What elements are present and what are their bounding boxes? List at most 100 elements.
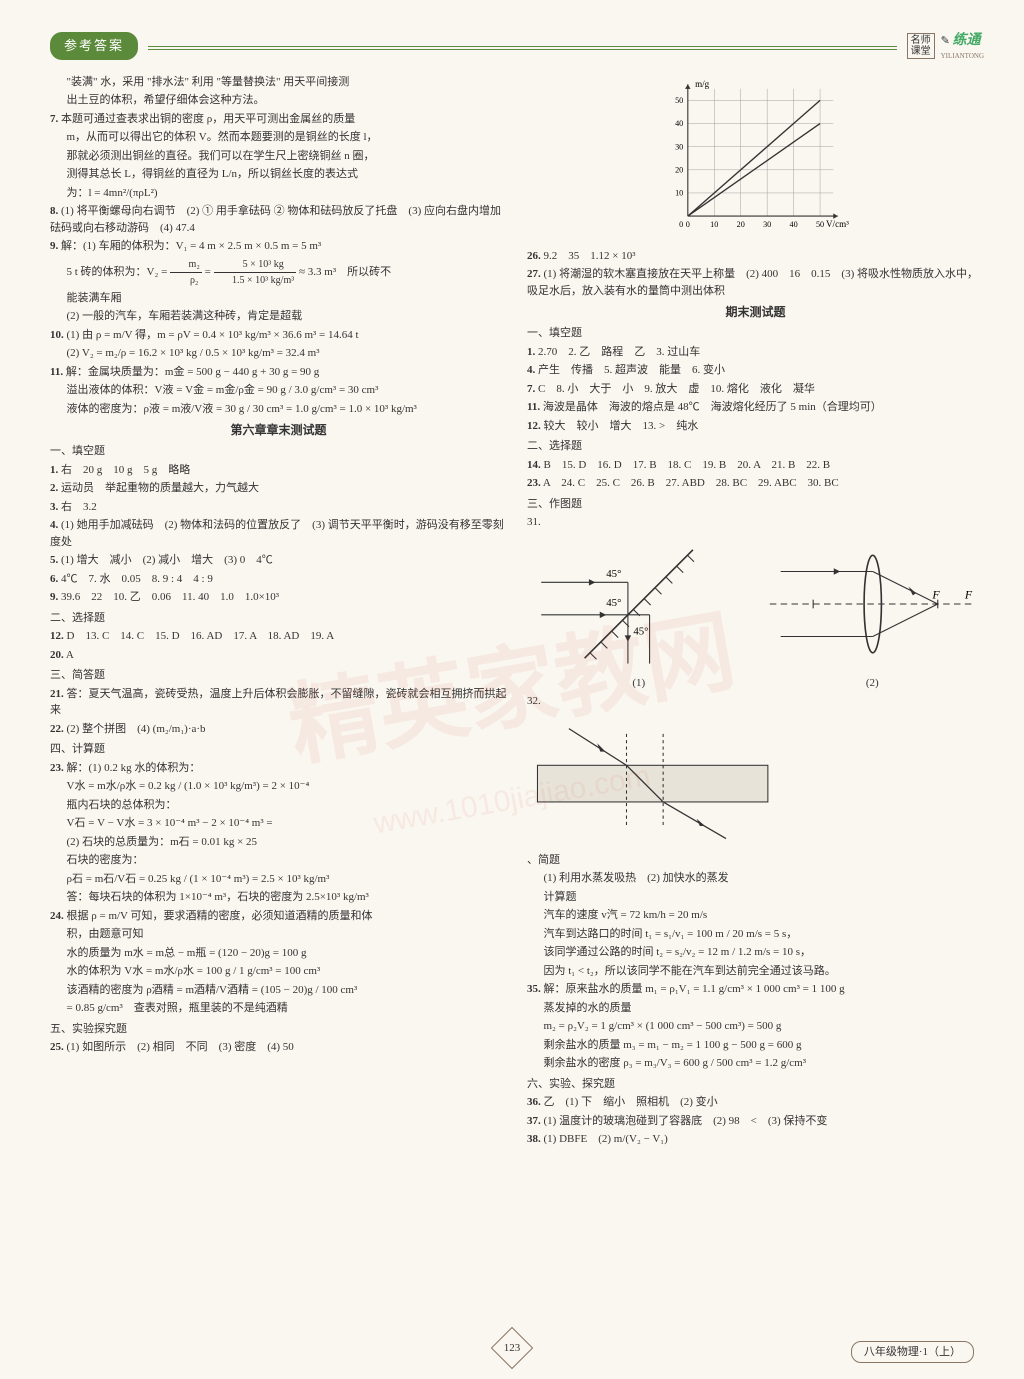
q35-l3: m₂ = ρ₂V₂ = 1 g/cm³ × (1 000 cm³ − 500 c… [527, 1018, 984, 1035]
c23-l3: 瓶内石块的总体积为： [50, 797, 507, 814]
q9-l2b: ≈ 3.3 m³ 所以砖不 [299, 266, 391, 278]
svg-text:20: 20 [736, 220, 744, 229]
logo-box: 名师 课堂 [907, 33, 935, 59]
svg-text:F: F [931, 587, 940, 601]
section-ch6: 第六章章末测试题 [50, 421, 507, 439]
page-sheet: 精英家教网 www.1010jiajiao.com 参考答案 名师 课堂 ✎ 练… [0, 0, 1024, 1379]
svg-text:F: F [963, 587, 972, 601]
right-column: 0102030405010203040500m/gV/cm³ 26. 9.2 3… [527, 72, 984, 1150]
s21: 21. 答：夏天气温高，瓷砖受热，温度上升后体积会膨胀，不留缝隙，瓷砖就会相互拥… [50, 686, 507, 719]
header: 参考答案 名师 课堂 ✎ 练通 YILIANTONG [50, 30, 984, 62]
c24-l2: 积，由题意可知 [50, 926, 507, 943]
c23-l8: 答：每块石块的体积为 1×10⁻⁴ m³，石块的密度为 2.5×10³ kg/m… [50, 889, 507, 906]
diagram-31-row: 45°45°45° (1) FF (2) [527, 533, 984, 692]
f4: 4. (1) 她用手加减砝码 (2) 物体和法码的位置放反了 (3) 调节天平平… [50, 517, 507, 550]
e38: 38. (1) DBFE (2) m/(V₂ − V₁) [527, 1131, 984, 1148]
page-number-badge: 123 [491, 1327, 533, 1369]
rf12: 12. 较大 较小 增大 13. > 纯水 [527, 418, 984, 435]
short-heading-l: 三、简答题 [50, 667, 507, 684]
d32: 32. [527, 693, 984, 710]
diag-label-1: (1) [527, 675, 751, 692]
q11: 11. 解：金属块质量为：m金 = 500 g − 440 g + 30 g =… [50, 364, 507, 381]
e36: 36. 乙 (1) 下 缩小 照相机 (2) 变小 [527, 1094, 984, 1111]
c12: 12. D 13. C 14. C 15. D 16. AD 17. A 18.… [50, 628, 507, 645]
footer-right: 八年级物理·1（上） [851, 1341, 974, 1364]
intro-l2: 出土豆的体积，希望仔细体会这种方法。 [50, 92, 507, 109]
choice-heading-r: 二、选择题 [527, 438, 984, 455]
rf4: 4. 产生 传播 5. 超声波 能量 6. 变小 [527, 362, 984, 379]
section-final: 期末测试题 [527, 303, 984, 321]
c24: 24. 根据 ρ = m/V 可知，要求酒精的密度，必须知道酒精的质量和体 [50, 908, 507, 925]
frac-2: 5 × 10³ kg1.5 × 10³ kg/m³ [214, 257, 297, 288]
q7-l5: 为：l = 4mn²/(πρL²) [50, 185, 507, 202]
diag-label-2: (2) [761, 675, 985, 692]
left-column: "装满" 水，采用 "排水法" 利用 "等量替换法" 用天平间接测 出土豆的体积… [50, 72, 507, 1150]
d31: 31. [527, 514, 984, 531]
svg-text:45°: 45° [633, 625, 648, 637]
c20: 20. A [50, 647, 507, 664]
logo-text-wrap: ✎ 练通 YILIANTONG [941, 30, 984, 62]
exp-heading-l: 五、实验探究题 [50, 1021, 507, 1038]
rf7: 7. C 8. 小 大于 小 9. 放大 虚 10. 熔化 液化 凝华 [527, 381, 984, 398]
header-right: 名师 课堂 ✎ 练通 YILIANTONG [907, 30, 984, 62]
q11-l1: 解：金属块质量为：m金 = 500 g − 440 g + 30 g = 90 … [66, 366, 319, 378]
svg-text:30: 30 [763, 220, 771, 229]
logo-box-line1: 名师 [911, 35, 931, 46]
svg-text:50: 50 [815, 220, 823, 229]
c23-l4: V石 = V − V水 = 3 × 10⁻⁴ m³ − 2 × 10⁻⁴ m³ … [50, 815, 507, 832]
intro-l1: "装满" 水，采用 "排水法" 利用 "等量替换法" 用天平间接测 [50, 74, 507, 91]
rc23: 23. A 24. C 25. C 26. B 27. ABD 28. BC 2… [527, 475, 984, 492]
rs-l4: 该同学通过公路的时间 t₂ = s₂/v₂ = 12 m / 1.2 m/s =… [527, 944, 984, 961]
f3: 3. 右 3.2 [50, 499, 507, 516]
q27: 27. (1) 将潮湿的软木塞直接放在天平上称量 (2) 400 16 0.15… [527, 266, 984, 299]
q8: 8. (1) 将平衡螺母向右调节 (2) ① 用手拿砝码 ② 物体和砝码放反了托… [50, 203, 507, 236]
q8-text: (1) 将平衡螺母向右调节 (2) ① 用手拿砝码 ② 物体和砝码放反了托盘 (… [50, 205, 501, 234]
q10: 10. (1) 由 ρ = m/V 得，m = ρV = 0.4 × 10³ k… [50, 327, 507, 344]
svg-text:20: 20 [675, 165, 683, 174]
svg-text:10: 10 [675, 188, 683, 197]
optics-diagram-2: FF [761, 539, 985, 669]
e25: 25. (1) 如图所示 (2) 相同 不同 (3) 密度 (4) 50 [50, 1039, 507, 1056]
q9-l2a: 5 t 砖的体积为：V₂ = [67, 266, 171, 278]
fill-heading-l: 一、填空题 [50, 443, 507, 460]
rc14: 14. B 15. D 16. D 17. B 18. C 19. B 20. … [527, 457, 984, 474]
c23-l7: ρ石 = m石/V石 = 0.25 kg / (1 × 10⁻⁴ m³) = 2… [50, 871, 507, 888]
q9-l2: 5 t 砖的体积为：V₂ = m₂ρ₂ = 5 × 10³ kg1.5 × 10… [50, 257, 507, 288]
q9-eq: = [205, 266, 214, 278]
c23-l6: 石块的密度为： [50, 852, 507, 869]
page-number: 123 [504, 1340, 521, 1357]
q7-l3: 那就必须测出铜丝的直径。我们可以在学生尺上密绕铜丝 n 圈， [50, 148, 507, 165]
q7-l4: 测得其总长 L，得铜丝的直径为 L/n，所以铜丝长度的表达式 [50, 166, 507, 183]
f6: 6. 4℃ 7. 水 0.05 8. 9 : 4 4 : 9 [50, 571, 507, 588]
svg-text:m/g: m/g [695, 79, 710, 89]
svg-text:50: 50 [675, 96, 683, 105]
svg-text:30: 30 [675, 142, 683, 151]
rs-l1: (1) 利用水蒸发吸热 (2) 加快水的蒸发 [527, 870, 984, 887]
q35-l4: 剩余盐水的质量 m₃ = m₁ − m₂ = 1 100 g − 500 g =… [527, 1037, 984, 1054]
e37: 37. (1) 温度计的玻璃泡碰到了容器底 (2) 98 < (3) 保持不变 [527, 1113, 984, 1130]
mg-vcm3-chart: 0102030405010203040500m/gV/cm³ [656, 72, 856, 242]
rs-calc: 计算题 [527, 889, 984, 906]
c23-l5: (2) 石块的总质量为：m石 = 0.01 kg × 25 [50, 834, 507, 851]
choice-heading-l: 二、选择题 [50, 610, 507, 627]
svg-text:10: 10 [710, 220, 718, 229]
q35-l2: 蒸发掉的水的质量 [527, 1000, 984, 1017]
q9-l1: 解：(1) 车厢的体积为：V₁ = 4 m × 2.5 m × 0.5 m = … [61, 240, 321, 252]
rs-l3: 汽车到达路口的时间 t₁ = s₁/v₁ = 100 m / 20 m/s = … [527, 926, 984, 943]
c24-l3: 水的质量为 m水 = m总 − m瓶 = (120 − 20)g = 100 g [50, 945, 507, 962]
answers-badge: 参考答案 [50, 32, 138, 60]
s22: 22. (2) 整个拼图 (4) (m₂/m₁)·a·b [50, 721, 507, 738]
svg-text:45°: 45° [606, 597, 621, 609]
q9-l4: (2) 一般的汽车，车厢若装满这种砖，肯定是超载 [50, 308, 507, 325]
q7-l1: 本题可通过查表求出铜的密度 ρ，用天平可测出金属丝的质量 [61, 113, 355, 125]
fill-heading-r: 一、填空题 [527, 325, 984, 342]
f9: 9. 39.6 22 10. 乙 0.06 11. 40 1.0 1.0×10³ [50, 589, 507, 606]
logo-box-line2: 课堂 [911, 46, 931, 57]
svg-text:40: 40 [675, 119, 683, 128]
q11-l2: 溢出液体的体积：V液 = V金 = m金/ρ金 = 90 g / 3.0 g/c… [50, 382, 507, 399]
svg-text:V/cm³: V/cm³ [826, 219, 849, 229]
c24-l6: = 0.85 g/cm³ 查表对照，瓶里装的不是纯酒精 [50, 1000, 507, 1017]
rs-l2: 汽车的速度 v汽 = 72 km/h = 20 m/s [527, 907, 984, 924]
f1: 1. 右 20 g 10 g 5 g 略略 [50, 462, 507, 479]
frac-1: m₂ρ₂ [170, 257, 202, 288]
